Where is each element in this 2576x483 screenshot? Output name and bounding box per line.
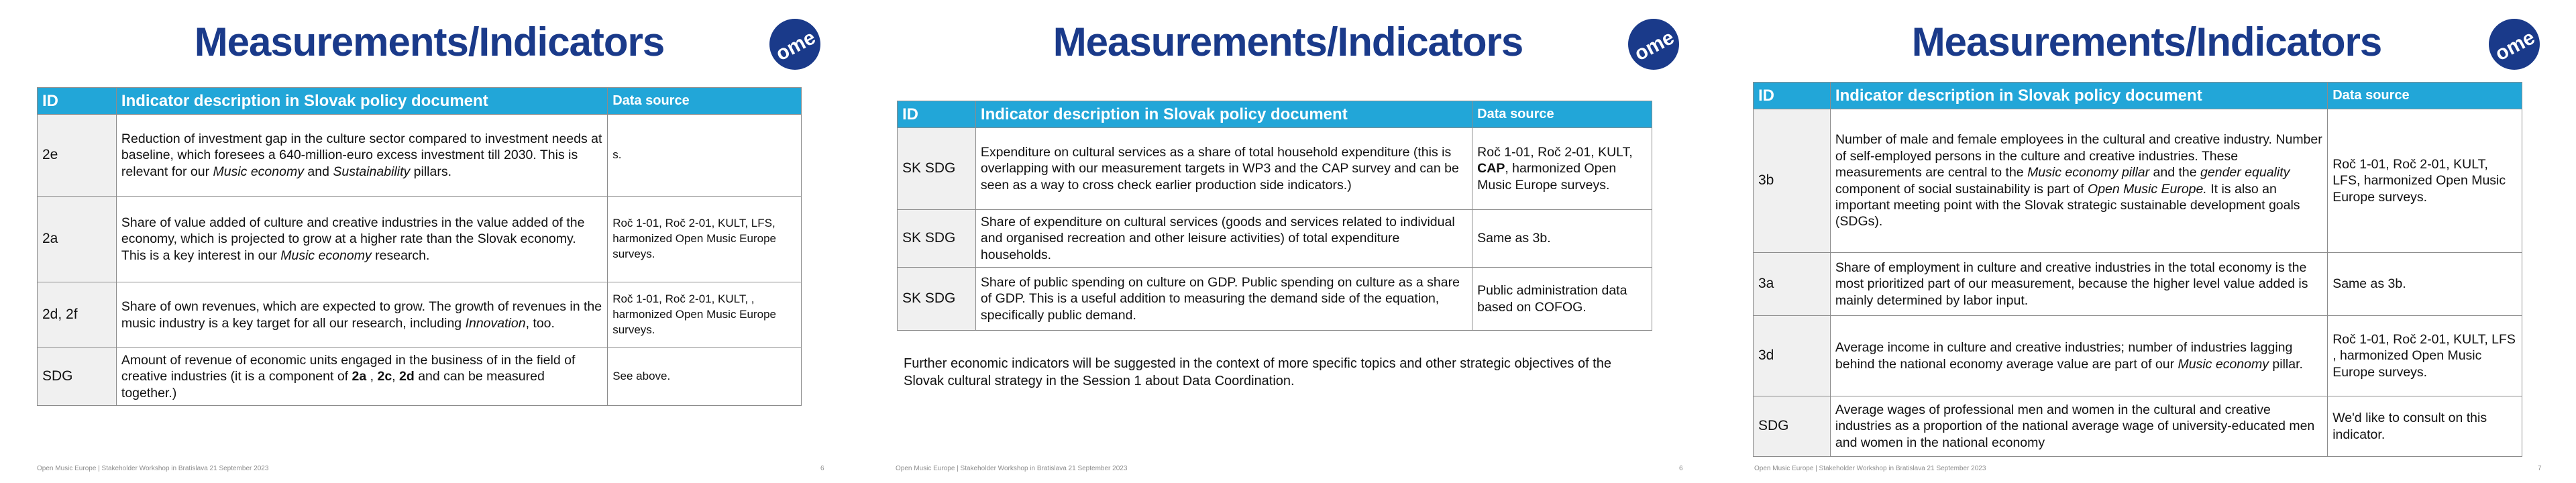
row-id: 3a: [1753, 252, 1831, 316]
header-id: ID: [1753, 82, 1831, 109]
row-description: Share of employment in culture and creat…: [1829, 252, 2328, 316]
table-header-row: ID Indicator description in Slovak polic…: [37, 87, 802, 115]
row-source: Roč 1-01, Roč 2-01, KULT, LFS, harmonize…: [607, 196, 802, 282]
row-id: SDG: [1753, 396, 1831, 457]
row-id: 2d, 2f: [37, 282, 117, 348]
row-source: Same as 3b.: [2327, 252, 2522, 316]
header-description: Indicator description in Slovak policy d…: [115, 87, 608, 115]
slide-3: Measurements/Indicators ome ID Indicator…: [1717, 0, 2576, 483]
row-description: Expenditure on cultural services as a sh…: [975, 127, 1473, 210]
slide-title: Measurements/Indicators: [1911, 19, 2383, 64]
ome-logo-icon: ome: [769, 19, 820, 70]
row-description: Reduction of investment gap in the cultu…: [115, 114, 608, 197]
table-row: 2e Reduction of investment gap in the cu…: [37, 114, 802, 197]
header-source: Data source: [1472, 101, 1652, 128]
row-id: 3b: [1753, 109, 1831, 253]
indicator-table: ID Indicator description in Slovak polic…: [37, 87, 802, 406]
footer-text: Open Music Europe | Stakeholder Workshop…: [1754, 465, 1986, 472]
table-row: SDG Amount of revenue of economic units …: [37, 347, 802, 406]
row-id: SDG: [37, 347, 117, 406]
page-number: 7: [2538, 465, 2542, 472]
header-source: Data source: [607, 87, 802, 115]
row-source: Roč 1-01, Roč 2-01, KULT, CAP, harmonize…: [1472, 127, 1652, 210]
row-description: Share of value added of culture and crea…: [115, 196, 608, 282]
row-id: SK SDG: [897, 267, 976, 331]
row-description: Number of male and female employees in t…: [1829, 109, 2328, 253]
row-source: Same as 3b.: [1472, 209, 1652, 268]
note-text: Further economic indicators will be sugg…: [904, 356, 1611, 389]
page-number: 6: [820, 465, 824, 472]
row-source: Public administration data based on COFO…: [1472, 267, 1652, 331]
table-header-row: ID Indicator description in Slovak polic…: [897, 101, 1652, 128]
ome-logo-icon: ome: [1628, 19, 1679, 70]
slide-title: Measurements/Indicators: [1053, 19, 1524, 64]
header-description: Indicator description in Slovak policy d…: [1829, 82, 2328, 109]
row-source: We'd like to consult on this indicator.: [2327, 396, 2522, 457]
table-header-row: ID Indicator description in Slovak polic…: [1753, 82, 2522, 109]
ome-logo-icon: ome: [2489, 19, 2540, 70]
indicator-table: ID Indicator description in Slovak polic…: [897, 101, 1652, 331]
slide-2: Measurements/Indicators ome ID Indicator…: [859, 0, 1717, 483]
table-row: 3d Average income in culture and creativ…: [1753, 315, 2522, 396]
header-id: ID: [897, 101, 976, 128]
header-source: Data source: [2327, 82, 2522, 109]
table-row: 2d, 2f Share of own revenues, which are …: [37, 282, 802, 348]
table-row: SK SDG Share of expenditure on cultural …: [897, 209, 1652, 268]
table-row: 3b Number of male and female employees i…: [1753, 109, 2522, 253]
table-row: SK SDG Share of public spending on cultu…: [897, 267, 1652, 331]
row-id: SK SDG: [897, 209, 976, 268]
row-id: SK SDG: [897, 127, 976, 210]
row-description: Share of expenditure on cultural service…: [975, 209, 1473, 268]
slide-title: Measurements/Indicators: [194, 19, 665, 64]
slide-1: Measurements/Indicators ome ID Indicator…: [0, 0, 859, 483]
row-source: s.: [607, 114, 802, 197]
row-source: Roč 1-01, Roč 2-01, KULT, LFS , harmoniz…: [2327, 315, 2522, 396]
row-description: Average income in culture and creative i…: [1829, 315, 2328, 396]
header-description: Indicator description in Slovak policy d…: [975, 101, 1473, 128]
table-row: 3a Share of employment in culture and cr…: [1753, 252, 2522, 316]
footer-text: Open Music Europe | Stakeholder Workshop…: [896, 465, 1128, 472]
row-id: 2a: [37, 196, 117, 282]
row-id: 2e: [37, 114, 117, 197]
row-source: See above.: [607, 347, 802, 406]
table-row: 2a Share of value added of culture and c…: [37, 196, 802, 282]
page-number: 6: [1679, 465, 1683, 472]
header-id: ID: [37, 87, 117, 115]
table-row: SK SDG Expenditure on cultural services …: [897, 127, 1652, 210]
row-description: Share of public spending on culture on G…: [975, 267, 1473, 331]
row-description: Amount of revenue of economic units enga…: [115, 347, 608, 406]
row-source: Roč 1-01, Roč 2-01, KULT, LFS, harmonize…: [2327, 109, 2522, 253]
row-description: Average wages of professional men and wo…: [1829, 396, 2328, 457]
row-source: Roč 1-01, Roč 2-01, KULT, , harmonized O…: [607, 282, 802, 348]
table-row: SDG Average wages of professional men an…: [1753, 396, 2522, 457]
row-id: 3d: [1753, 315, 1831, 396]
row-description: Share of own revenues, which are expecte…: [115, 282, 608, 348]
footer-text: Open Music Europe | Stakeholder Workshop…: [37, 465, 269, 472]
indicator-table: ID Indicator description in Slovak polic…: [1753, 82, 2522, 457]
